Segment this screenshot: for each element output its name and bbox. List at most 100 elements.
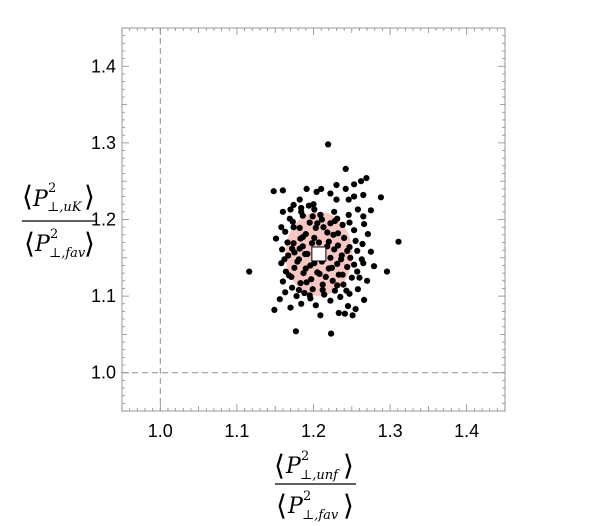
x-label-open-bracket-2: ⟨ — [276, 489, 287, 522]
data-point — [364, 277, 371, 284]
data-point — [329, 277, 336, 284]
y-tick-label: 1.1 — [91, 286, 116, 306]
data-point — [300, 270, 307, 277]
data-point — [306, 219, 313, 226]
data-point — [341, 234, 348, 241]
data-point — [360, 260, 367, 267]
data-point — [299, 212, 306, 219]
data-point — [296, 196, 303, 203]
data-point — [351, 227, 358, 234]
data-point — [364, 231, 371, 238]
data-point — [287, 304, 294, 311]
data-point — [345, 211, 352, 218]
data-point — [311, 234, 318, 241]
data-point — [344, 247, 351, 254]
data-point — [337, 293, 344, 300]
y-label-denominator-symbol: P — [34, 232, 51, 257]
y-label-numerator-sup: 2 — [48, 181, 56, 196]
data-point — [334, 282, 341, 289]
y-tick-label: 1.3 — [91, 133, 116, 153]
data-point — [282, 228, 289, 235]
data-point — [270, 188, 277, 195]
data-point — [309, 213, 316, 220]
data-point — [311, 206, 318, 213]
data-point — [335, 309, 342, 317]
x-label-denominator-symbol: P — [287, 494, 304, 519]
x-tick-label: 1.2 — [301, 421, 326, 441]
data-point — [279, 246, 286, 253]
y-label-open-bracket-2: ⟨ — [24, 227, 35, 260]
data-point — [352, 306, 359, 313]
data-point — [351, 193, 358, 200]
data-point — [348, 274, 355, 281]
data-point — [287, 206, 294, 213]
data-point — [311, 260, 318, 267]
data-point — [363, 175, 370, 182]
data-point — [301, 289, 308, 297]
data-point — [333, 181, 340, 189]
y-axis-label: ⟨ P 2 ⊥,uK ⟩ ⟨ P 2 ⊥,fav ⟩ — [22, 180, 96, 261]
data-point — [320, 224, 327, 231]
data-point — [342, 185, 349, 192]
data-point — [334, 242, 342, 249]
y-label-close-bracket: ⟩ — [84, 180, 95, 213]
data-point — [342, 165, 349, 172]
data-point — [309, 286, 316, 293]
data-point — [327, 190, 334, 197]
data-point — [360, 191, 367, 199]
data-point — [278, 224, 285, 231]
data-point — [351, 181, 358, 188]
data-point — [299, 234, 306, 241]
data-point — [345, 196, 352, 203]
data-point — [359, 240, 366, 248]
data-point — [295, 286, 302, 294]
data-point — [291, 249, 298, 256]
data-point — [308, 276, 315, 283]
data-point — [354, 268, 361, 275]
data-point — [395, 238, 402, 245]
data-point — [293, 293, 300, 300]
data-point — [284, 239, 291, 246]
data-point — [289, 218, 296, 225]
data-point — [289, 284, 296, 291]
data-point — [285, 272, 293, 279]
data-point — [328, 264, 335, 271]
data-point — [370, 263, 378, 270]
data-point — [354, 247, 361, 254]
data-point — [330, 231, 337, 238]
data-point — [361, 296, 368, 303]
data-point — [276, 296, 283, 303]
data-point — [279, 187, 286, 194]
x-tick-label: 1.3 — [378, 421, 403, 441]
data-point — [317, 312, 324, 319]
x-axis-label: ⟨ P 2 ⊥,unf ⟩ ⟨ P 2 ⊥,fav ⟩ — [274, 449, 356, 523]
data-point — [281, 256, 288, 263]
data-point — [246, 268, 253, 275]
data-point — [344, 263, 351, 271]
data-point — [315, 239, 322, 246]
data-point — [318, 216, 325, 223]
x-label-numerator-sub: ⊥,unf — [300, 468, 340, 483]
data-point — [314, 220, 321, 227]
data-point — [338, 256, 345, 263]
y-label-open-bracket: ⟨ — [22, 180, 33, 213]
data-point — [302, 265, 309, 272]
x-label-open-bracket: ⟨ — [274, 449, 285, 482]
y-label-denominator-sup: 2 — [50, 227, 58, 242]
data-point — [347, 254, 354, 261]
data-point — [352, 237, 359, 244]
data-point — [305, 202, 312, 209]
data-point — [383, 268, 391, 275]
data-point — [377, 194, 384, 201]
x-label-close-bracket: ⟩ — [343, 449, 354, 482]
data-point — [331, 287, 338, 294]
data-point — [333, 196, 340, 203]
data-point — [356, 274, 363, 281]
data-point — [354, 286, 361, 293]
data-point — [344, 303, 352, 310]
data-point — [339, 221, 346, 228]
data-point — [367, 207, 374, 214]
y-tick-label: 1.2 — [91, 210, 116, 230]
axis-ticks: 1.0 1.1 1.2 1.3 1.4 1.0 1.1 1.2 1.3 1.4 — [91, 27, 506, 441]
data-point — [291, 264, 298, 271]
